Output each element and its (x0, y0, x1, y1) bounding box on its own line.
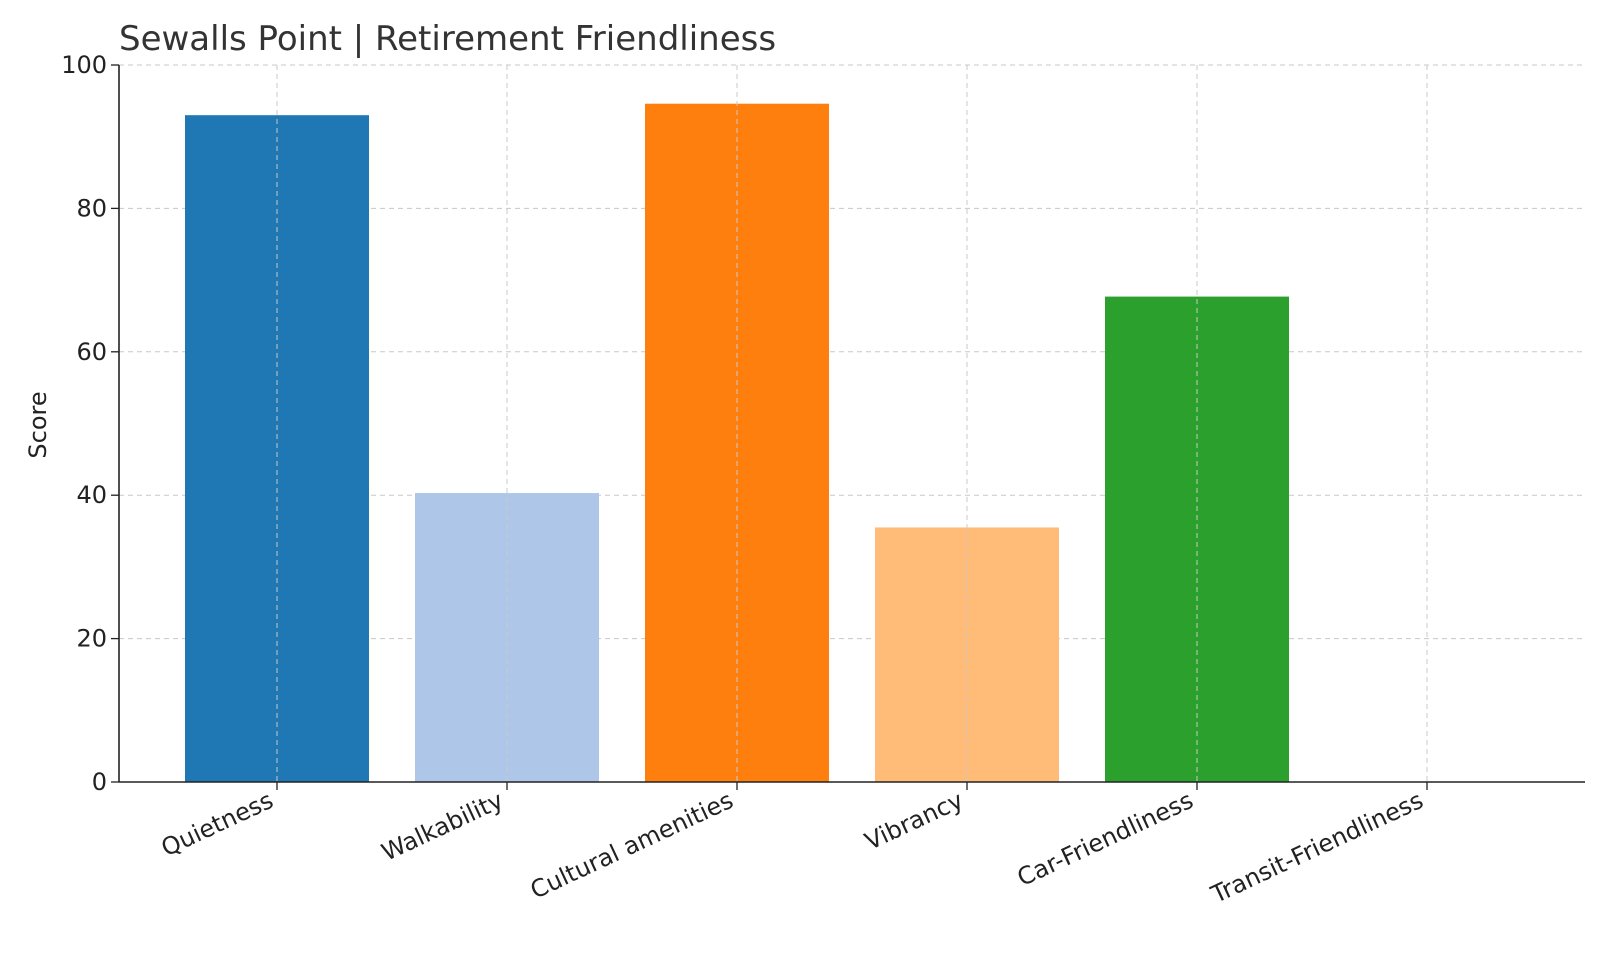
chart-title: Sewalls Point | Retirement Friendliness (119, 19, 776, 59)
y-ticks: 0 20 40 60 80 100 (61, 51, 119, 796)
x-tick-label: Car-Friendliness (1013, 786, 1198, 892)
y-tick-label: 100 (61, 51, 107, 79)
x-tick-label: Walkability (377, 786, 507, 867)
y-tick-label: 20 (76, 625, 107, 653)
y-tick-label: 40 (76, 481, 107, 509)
y-axis-label: Score (24, 391, 52, 458)
x-tick-label: Transit-Friendliness (1206, 786, 1427, 909)
bars (185, 103, 1289, 782)
axes (118, 65, 1585, 783)
x-tick-label: Cultural amenities (526, 786, 737, 904)
x-tick-label: Quietness (157, 786, 278, 862)
x-ticks: Quietness Walkability Cultural amenities Vi… (157, 782, 1428, 909)
bar (1105, 296, 1289, 782)
x-tick-label: Vibrancy (861, 786, 968, 856)
y-tick-label: 80 (76, 194, 107, 222)
y-tick-label: 60 (76, 338, 107, 366)
y-tick-label: 0 (92, 768, 107, 796)
